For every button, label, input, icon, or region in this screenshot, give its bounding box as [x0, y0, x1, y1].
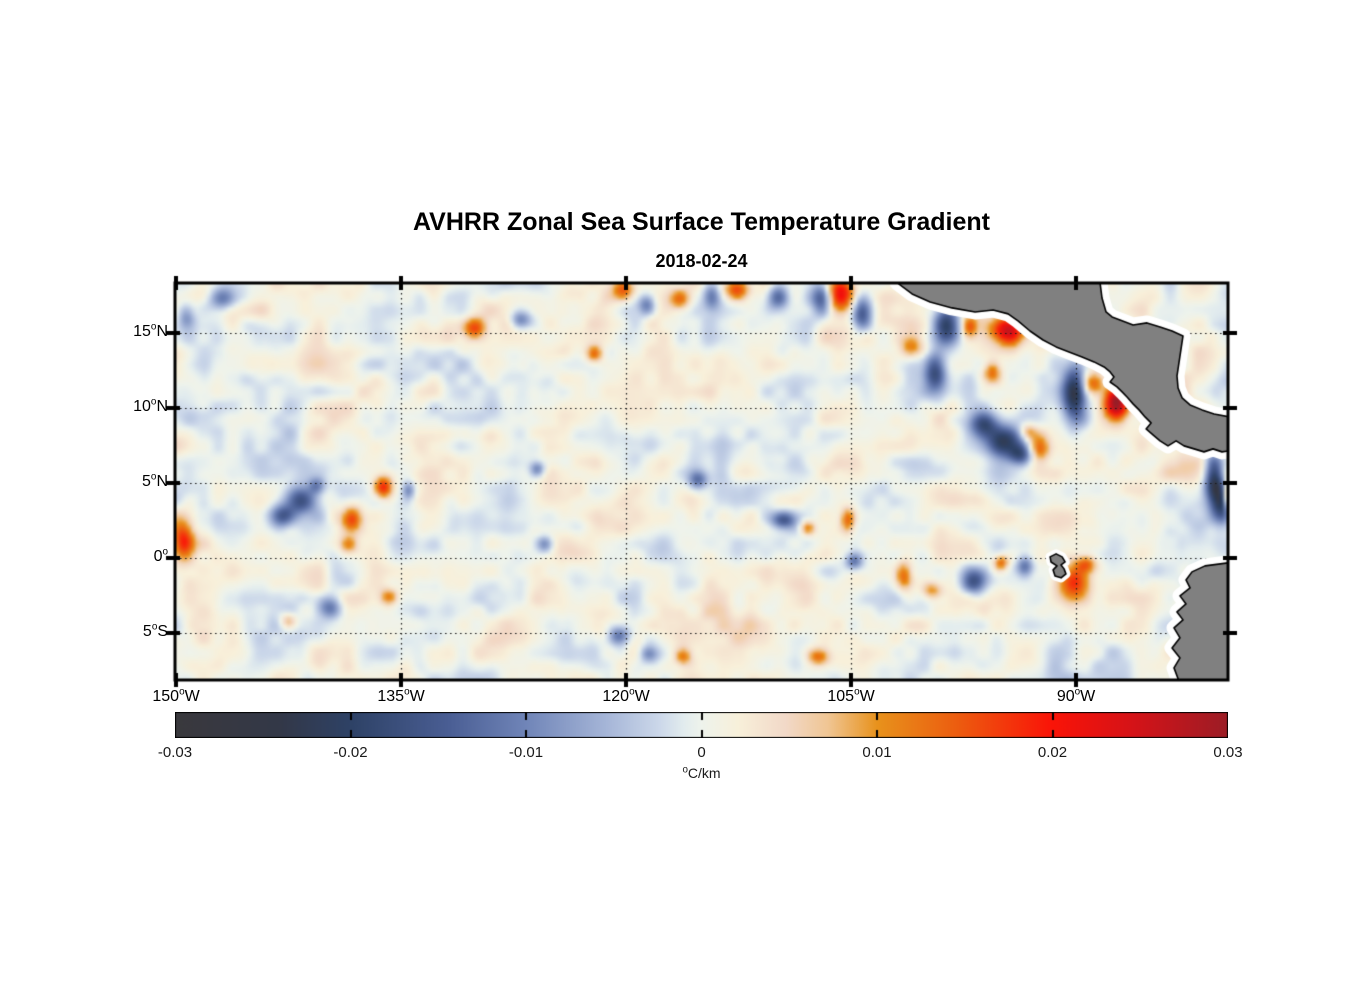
colorbar — [175, 712, 1228, 738]
lat-tick-label: 5oN — [142, 471, 168, 490]
lat-tick-label: 0o — [153, 546, 168, 565]
colorbar-tick-label: 0 — [697, 744, 706, 761]
colorbar-tick-label: 0.03 — [1213, 744, 1243, 761]
lon-tick-label: 90oW — [1056, 686, 1096, 705]
sst-gradient-map — [163, 271, 1240, 692]
colorbar-tick-label: -0.01 — [508, 744, 544, 761]
chart-title: AVHRR Zonal Sea Surface Temperature Grad… — [412, 208, 990, 236]
lon-tick-label: 120oW — [602, 686, 650, 705]
colorbar-tick-label: 0.02 — [1037, 744, 1068, 761]
chart-date-subtitle: 2018-02-24 — [655, 251, 748, 271]
lat-tick-label: 10oN — [133, 396, 168, 415]
colorbar-tick-label: 0.01 — [862, 744, 892, 761]
lon-tick-label: 150oW — [152, 686, 200, 705]
lat-tick-label: 5oS — [142, 621, 168, 640]
colorbar-tick-label: -0.03 — [157, 744, 193, 761]
colorbar-tick-label: -0.02 — [333, 744, 368, 761]
lon-tick-label: 105oW — [827, 686, 875, 705]
colorbar-units-label: oC/km — [682, 764, 721, 781]
lat-tick-label: 15oN — [133, 321, 168, 340]
lon-tick-label: 135oW — [377, 686, 425, 705]
